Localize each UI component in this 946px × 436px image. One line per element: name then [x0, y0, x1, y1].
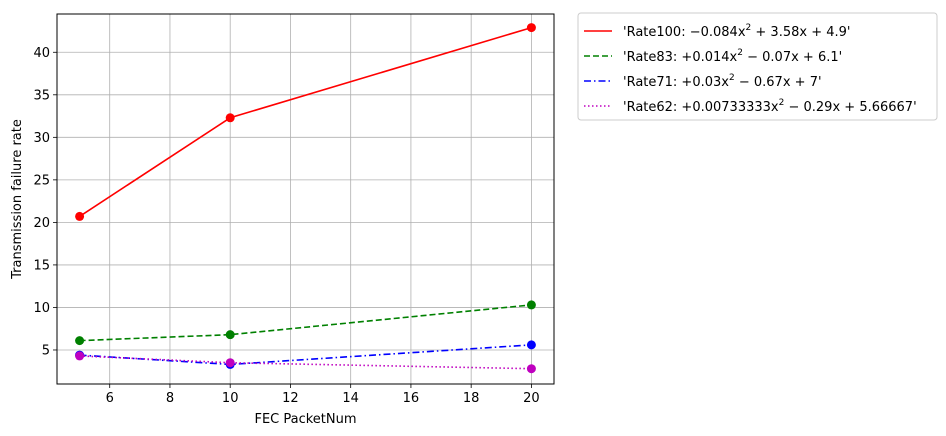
y-tick-label: 35	[33, 88, 50, 103]
data-point	[75, 336, 85, 346]
grid-lines	[57, 14, 554, 384]
x-tick-label: 12	[282, 391, 299, 406]
x-tick-label: 20	[523, 391, 540, 406]
x-tick-label: 8	[166, 391, 174, 406]
y-tick-label: 5	[42, 343, 50, 358]
series-lines	[75, 23, 536, 374]
series-line	[79, 355, 532, 370]
legend-label: 'Rate62: +0.00733333x2 − 0.29x + 5.66667…	[623, 98, 917, 115]
legend-label: 'Rate100: −0.084x2 + 3.58x + 4.9'	[623, 23, 850, 40]
data-point	[75, 211, 85, 221]
data-point	[526, 23, 536, 33]
y-tick-label: 20	[33, 216, 50, 231]
data-point	[526, 300, 536, 310]
y-tick-label: 40	[33, 46, 50, 61]
y-tick-label: 15	[33, 258, 50, 273]
legend-label: 'Rate71: +0.03x2 − 0.67x + 7'	[623, 73, 822, 90]
plot-frame	[56, 13, 555, 385]
series-line	[79, 344, 532, 366]
legend-box	[577, 12, 938, 121]
x-axis: 6 8 10 12 14 16 18 20	[106, 384, 540, 406]
series-line	[79, 26, 532, 218]
data-point	[526, 340, 536, 350]
data-point	[225, 358, 235, 368]
x-tick-label: 14	[342, 391, 359, 406]
y-axis: 5 10 15 20 25 30 35 40	[33, 46, 57, 358]
series-line	[79, 304, 532, 342]
data-point	[526, 364, 536, 374]
x-tick-label: 18	[463, 391, 480, 406]
x-tick-label: 6	[106, 391, 114, 406]
data-point	[225, 330, 235, 340]
data-point	[225, 113, 235, 123]
legend-label: 'Rate83: +0.014x2 − 0.07x + 6.1'	[623, 48, 842, 65]
y-tick-label: 10	[33, 301, 50, 316]
y-tick-label: 25	[33, 173, 50, 188]
data-point	[75, 351, 85, 361]
legend: 'Rate100: −0.084x2 + 3.58x + 4.9' 'Rate83…	[577, 12, 938, 121]
x-tick-label: 10	[222, 391, 239, 406]
y-axis-label: Transmission failure rate	[10, 119, 25, 280]
x-axis-label: FEC PacketNum	[254, 412, 356, 427]
x-tick-label: 16	[403, 391, 420, 406]
y-tick-label: 30	[33, 131, 50, 146]
